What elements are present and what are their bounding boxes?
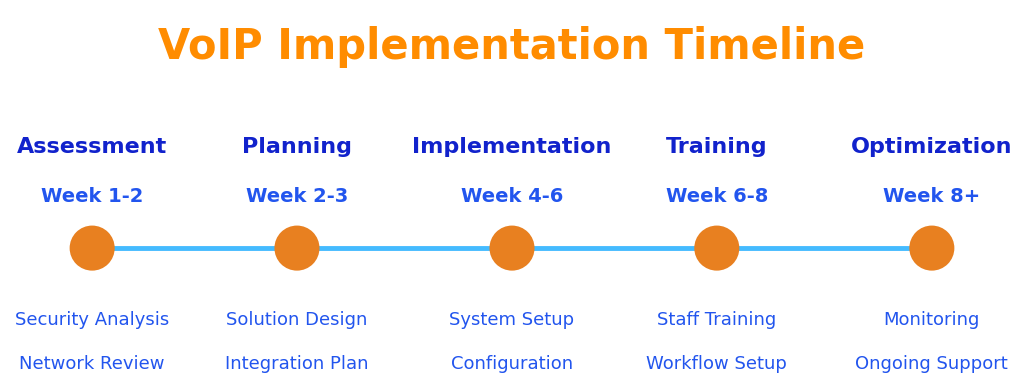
Text: System Setup: System Setup	[450, 311, 574, 329]
Text: Week 4-6: Week 4-6	[461, 187, 563, 205]
Text: Ongoing Support: Ongoing Support	[855, 355, 1009, 373]
Text: Week 1-2: Week 1-2	[41, 187, 143, 205]
Ellipse shape	[274, 225, 319, 271]
Text: Solution Design: Solution Design	[226, 311, 368, 329]
Text: Week 6-8: Week 6-8	[666, 187, 768, 205]
Text: Week 2-3: Week 2-3	[246, 187, 348, 205]
Text: Integration Plan: Integration Plan	[225, 355, 369, 373]
Text: Security Analysis: Security Analysis	[15, 311, 169, 329]
Text: Workflow Setup: Workflow Setup	[646, 355, 787, 373]
Text: Staff Training: Staff Training	[657, 311, 776, 329]
Text: Configuration: Configuration	[451, 355, 573, 373]
Text: Planning: Planning	[242, 137, 352, 157]
Ellipse shape	[70, 225, 115, 271]
Ellipse shape	[909, 225, 954, 271]
Text: Assessment: Assessment	[17, 137, 167, 157]
Text: Network Review: Network Review	[19, 355, 165, 373]
Text: Monitoring: Monitoring	[884, 311, 980, 329]
Text: Optimization: Optimization	[851, 137, 1013, 157]
Ellipse shape	[489, 225, 535, 271]
Text: Training: Training	[666, 137, 768, 157]
Text: VoIP Implementation Timeline: VoIP Implementation Timeline	[159, 26, 865, 68]
Ellipse shape	[694, 225, 739, 271]
Text: Implementation: Implementation	[413, 137, 611, 157]
Text: Week 8+: Week 8+	[884, 187, 980, 205]
